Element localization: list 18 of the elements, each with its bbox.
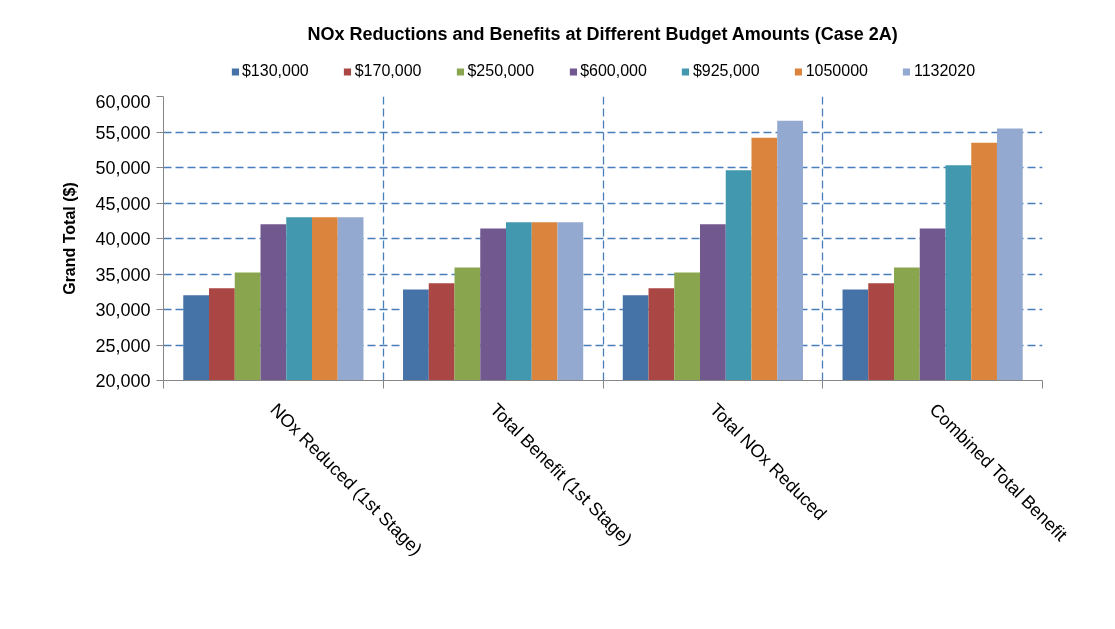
y-tick-label: 60,000 [95,91,151,112]
legend-label: 1132020 [913,62,976,80]
y-tick-label: 20,000 [95,371,151,391]
y-tick-label: 45,000 [95,193,151,214]
y-tick-label: 40,000 [95,229,151,249]
legend-label: $250,000 [467,62,535,80]
y-tick-label: 50,000 [95,158,151,178]
y-tick-label: 35,000 [95,264,151,285]
legend-label: $170,000 [354,62,422,80]
chart-title: NOx Reductions and Benefits at Different Budget Amounts (Case 2A) [307,23,898,44]
legend-label: $925,000 [692,62,760,80]
legend-label: 1050000 [805,62,868,80]
y-tick-label: 55,000 [95,122,151,143]
y-axis-title: Grand Total ($) [61,182,79,295]
y-tick-label: 30,000 [95,300,151,320]
y-tick-label: 25,000 [95,335,151,356]
legend-label: $130,000 [241,62,309,80]
legend-label: $600,000 [580,62,647,80]
